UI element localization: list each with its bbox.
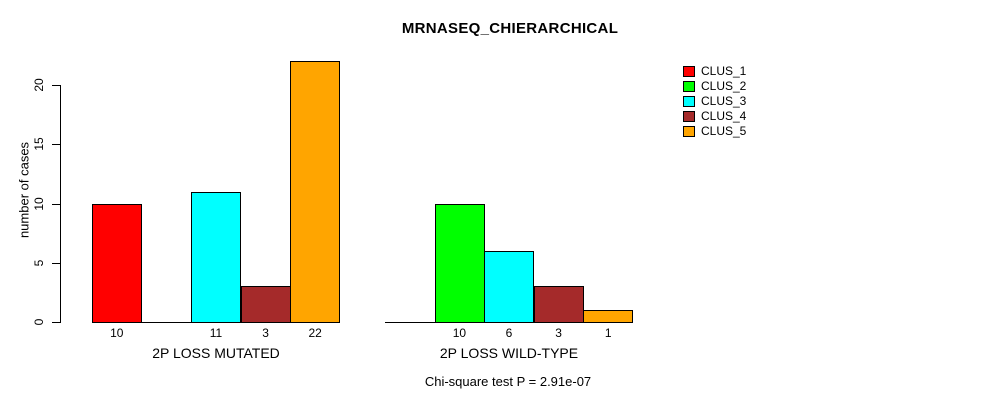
- chi-square-annotation: Chi-square test P = 2.91e-07: [424, 374, 592, 389]
- legend-label-clus_4: CLUS_4: [701, 109, 747, 123]
- legend-swatch-clus_5: [683, 126, 695, 137]
- group-label: 2P LOSS WILD-TYPE: [439, 345, 579, 361]
- y-tick: [52, 322, 60, 323]
- legend-label-clus_1: CLUS_1: [701, 64, 747, 78]
- y-tick: [52, 203, 60, 205]
- y-tick-label: 0: [32, 318, 46, 326]
- legend-label-clus_5: CLUS_5: [701, 124, 747, 138]
- bar-clus_3-group2: [484, 250, 534, 323]
- bar-value-label: 10: [452, 326, 467, 340]
- bar-value-label: 1: [604, 326, 612, 340]
- y-tick: [52, 85, 60, 86]
- legend-swatch-clus_4: [683, 111, 695, 122]
- group-label: 2P LOSS MUTATED: [152, 345, 280, 361]
- y-axis-title: number of cases: [16, 141, 32, 239]
- y-tick: [52, 144, 60, 146]
- bar-clus_5-group2: [583, 310, 633, 323]
- y-axis-line: [60, 85, 61, 323]
- bar-value-label: 11: [209, 326, 223, 340]
- bar-value-label: 6: [505, 326, 513, 340]
- bar-value-label: 3: [262, 326, 269, 340]
- legend-label-clus_3: CLUS_3: [701, 94, 747, 108]
- y-tick-label: 5: [32, 259, 46, 267]
- legend-label-clus_2: CLUS_2: [701, 79, 747, 93]
- y-tick-label: 15: [32, 137, 46, 151]
- y-tick-label: 20: [32, 78, 46, 92]
- bar-value-label: 3: [555, 326, 562, 340]
- legend-swatch-clus_3: [683, 96, 695, 107]
- bar-clus_3-group1: [191, 191, 241, 323]
- bar-clus_5-group1: [290, 61, 340, 323]
- bar-clus_2-group2: [435, 203, 485, 323]
- bar-clus_4-group2: [534, 286, 584, 323]
- bar-value-label: 10: [110, 326, 124, 340]
- y-tick-label: 10: [32, 196, 46, 211]
- y-tick: [52, 262, 60, 264]
- bar-clus_1-group1: [92, 203, 142, 323]
- bar-clus_4-group1: [241, 286, 291, 323]
- legend-swatch-clus_2: [683, 81, 695, 92]
- bar-value-label: 22: [308, 326, 322, 340]
- chart-title: MRNASEQ_CHIERARCHICAL: [401, 20, 619, 37]
- legend-swatch-clus_1: [683, 66, 695, 77]
